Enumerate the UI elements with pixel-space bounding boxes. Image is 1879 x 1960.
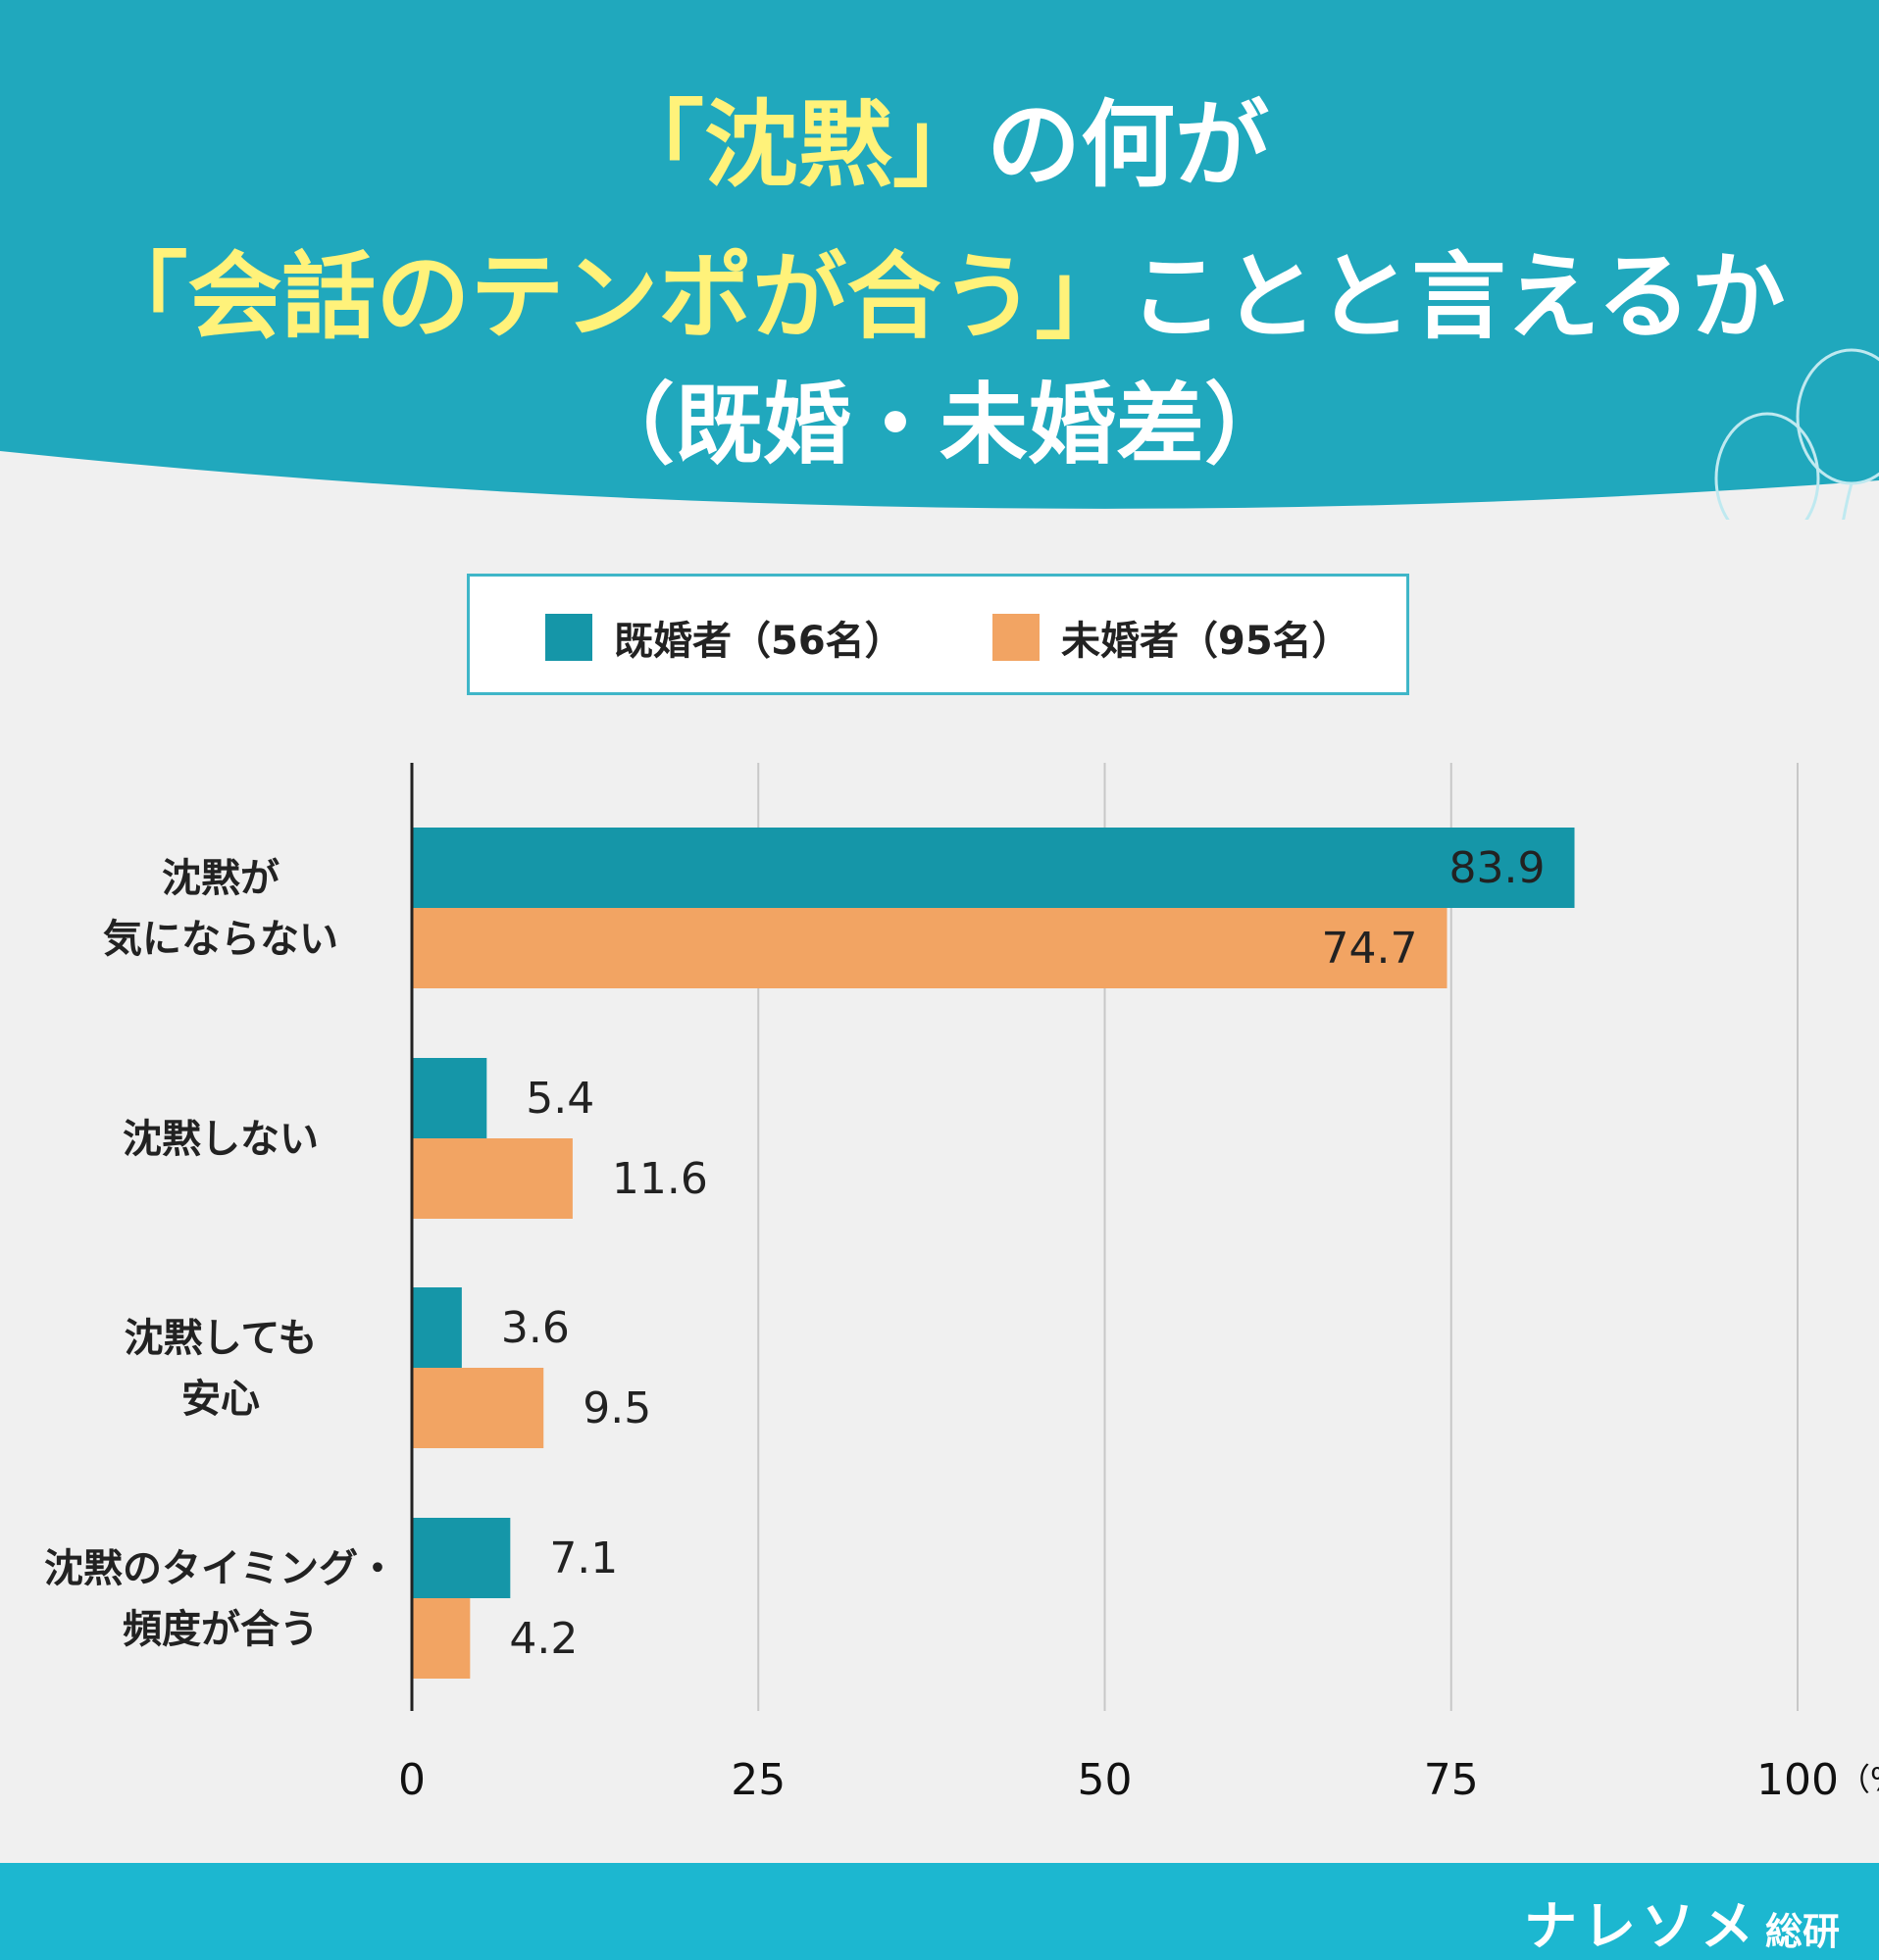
category-label: 沈黙しても — [125, 1316, 318, 1361]
legend-label-single: 未婚者（95名） — [1061, 619, 1351, 664]
category-label: 気にならない — [103, 917, 338, 962]
category-label: 頻度が合う — [123, 1607, 319, 1652]
header-banner: 「沈黙」の何が 「会話のテンポが合う」ことと言えるか （既婚・未婚差） — [0, 0, 1879, 520]
data-label: 74.7 — [1322, 924, 1418, 974]
x-tick-label: 75 — [1424, 1755, 1479, 1805]
data-label: 83.9 — [1449, 843, 1546, 893]
data-label: 5.4 — [526, 1074, 594, 1124]
category-label: 沈黙のタイミング・ — [44, 1546, 397, 1591]
brand-main-text: ナレソメ — [1523, 1895, 1759, 1957]
legend-label-married: 既婚者（56名） — [614, 619, 904, 664]
legend-item-married: 既婚者（56名） — [545, 614, 904, 664]
chart-legend: 既婚者（56名） 未婚者（95名） — [467, 574, 1409, 695]
bar-married — [412, 1058, 487, 1138]
brand-sub-text: 総研 — [1764, 1910, 1840, 1953]
brand-logo: ナレソメ 総研 — [1524, 1883, 1840, 1960]
bar-single — [412, 1138, 573, 1219]
chart-subtitle: （既婚・未婚差） — [586, 374, 1293, 477]
x-tick-label: 100 — [1756, 1755, 1839, 1805]
x-tick-label: 25 — [731, 1755, 786, 1805]
x-tick-label: 0 — [398, 1755, 426, 1805]
data-label: 11.6 — [612, 1154, 708, 1204]
bar-single — [412, 908, 1447, 988]
category-label: 沈黙が — [162, 856, 279, 901]
footer-bar: ナレソメ 総研 — [0, 1863, 1879, 1960]
bar-married — [412, 828, 1575, 908]
bar-married — [412, 1518, 511, 1598]
bar-married — [412, 1287, 462, 1368]
legend-swatch-single — [992, 614, 1040, 661]
data-label: 4.2 — [509, 1614, 578, 1664]
data-label: 3.6 — [501, 1303, 570, 1353]
legend-swatch-married — [545, 614, 592, 661]
x-axis-unit: （%） — [1839, 1761, 1879, 1798]
category-label: 安心 — [181, 1377, 260, 1422]
x-tick-label: 50 — [1078, 1755, 1133, 1805]
balloon-icon — [1714, 348, 1879, 520]
header-background — [0, 0, 1879, 520]
bar-single — [412, 1598, 471, 1679]
bar-single — [412, 1368, 544, 1448]
data-label: 7.1 — [549, 1533, 618, 1583]
data-label: 9.5 — [583, 1383, 651, 1433]
chart-title-line-1: 「沈黙」の何が — [610, 90, 1269, 200]
category-label: 沈黙しない — [123, 1117, 319, 1162]
chart-title-line-2: 「会話のテンポが合う」ことと言えるか — [93, 242, 1786, 352]
legend-item-single: 未婚者（95名） — [992, 614, 1351, 664]
